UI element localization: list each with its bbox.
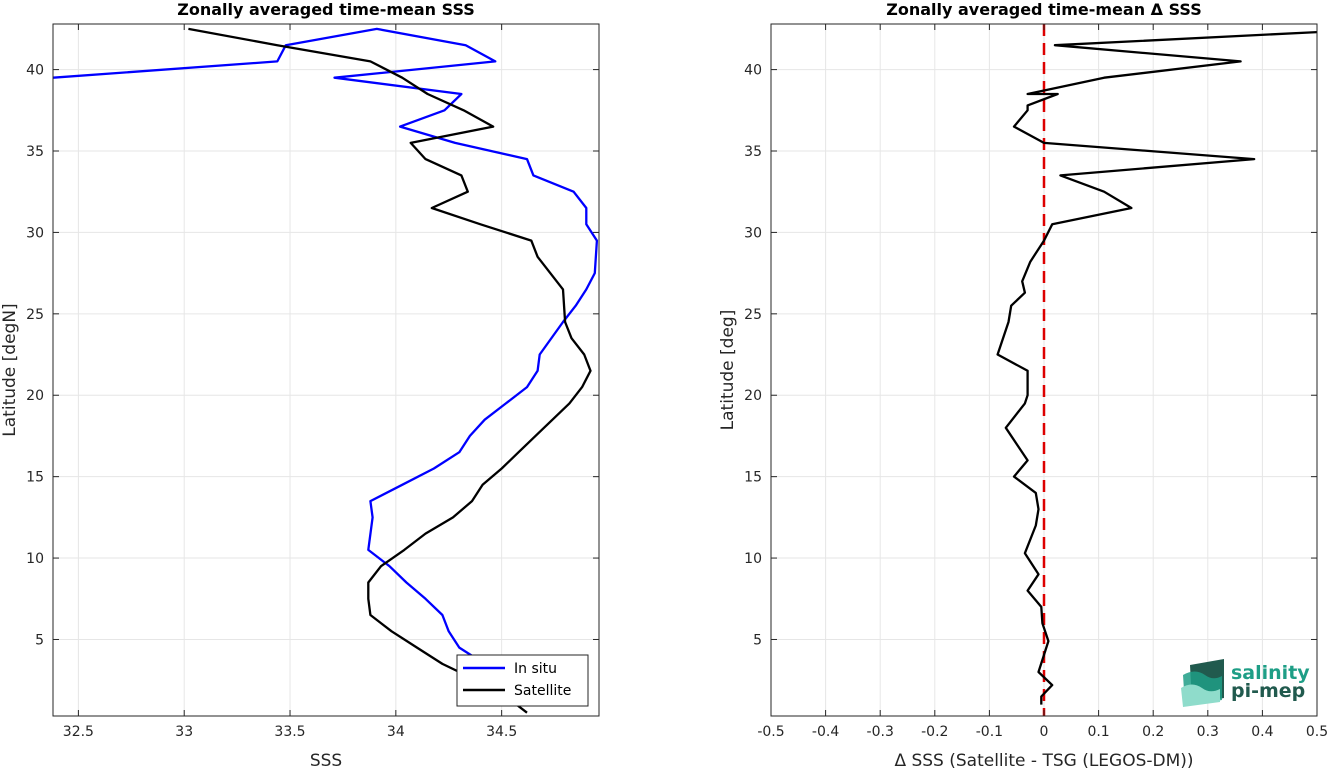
delta-x-tick-label: 0.5 xyxy=(1306,724,1328,740)
sss-y-tick-label: 35 xyxy=(26,144,44,160)
sss-x-tick-label: 32.5 xyxy=(63,724,94,740)
delta-x-tick-label: 0.3 xyxy=(1197,724,1219,740)
sss-chart-title: Zonally averaged time-mean SSS xyxy=(177,0,475,19)
delta-y-tick-label: 30 xyxy=(744,225,762,241)
sss-series-line-satellite xyxy=(188,27,592,714)
delta-x-tick-label: -0.3 xyxy=(867,724,894,740)
sss-y-tick-label: 40 xyxy=(26,63,44,79)
delta-x-tick-label: -0.4 xyxy=(812,724,839,740)
sss-axes-box xyxy=(52,23,600,717)
sss-y-axis-label: Latitude [degN] xyxy=(0,303,20,436)
sss-panel: 32.5 33 33.5 34 34.5 5 10 15 20 25 30 35 40 Zonally … xyxy=(0,0,600,769)
delta-series-line-delta-sss xyxy=(996,30,1317,705)
logo-text-salinity: salinity xyxy=(1231,662,1310,684)
delta-y-tick-label: 35 xyxy=(744,144,762,160)
sss-y-tick-label: 30 xyxy=(26,225,44,241)
delta-x-tick-label: 0 xyxy=(1040,724,1049,740)
sss-x-tick-label: 34 xyxy=(387,724,405,740)
sss-legend: In situ Satellite xyxy=(456,654,589,707)
delta-y-axis-label: Latitude [deg] xyxy=(718,310,738,431)
sss-x-tick-label: 34.5 xyxy=(486,724,517,740)
salinity-pi-mep-logo: salinity pi-mep xyxy=(1181,659,1310,707)
delta-y-tick-label: 20 xyxy=(744,388,762,404)
sss-x-axis-label: SSS xyxy=(310,751,342,769)
delta-y-tick-label: 40 xyxy=(744,63,762,79)
delta-x-tick-label: -0.1 xyxy=(976,724,1003,740)
delta-sss-panel: -0.5 -0.4 -0.3 -0.2 -0.1 0 0.1 0.2 0.3 0.4 0.5 5 10 1… xyxy=(718,0,1328,769)
delta-x-tick-label: -0.5 xyxy=(757,724,784,740)
logo-waves-icon xyxy=(1181,659,1224,707)
sss-grid xyxy=(53,24,599,716)
sss-ticks: 32.5 33 33.5 34 34.5 5 10 15 20 25 30 35 40 xyxy=(26,24,599,740)
sss-y-tick-label: 20 xyxy=(26,388,44,404)
sss-y-tick-label: 25 xyxy=(26,307,44,323)
sss-y-tick-label: 10 xyxy=(26,551,44,567)
sss-series-group xyxy=(53,27,599,714)
logo-text-pi-mep: pi-mep xyxy=(1231,680,1305,702)
sss-x-tick-label: 33 xyxy=(175,724,193,740)
delta-y-tick-label: 25 xyxy=(744,307,762,323)
logo-wave-front xyxy=(1181,684,1220,707)
delta-y-tick-label: 15 xyxy=(744,470,762,486)
sss-y-tick-label: 15 xyxy=(26,470,44,486)
delta-y-tick-label: 5 xyxy=(753,632,762,648)
delta-y-tick-label: 10 xyxy=(744,551,762,567)
delta-x-tick-label: 0.4 xyxy=(1251,724,1273,740)
delta-x-axis-label: Δ SSS (Satellite - TSG (LEGOS-DM)) xyxy=(894,751,1193,769)
legend-label-satellite: Satellite xyxy=(514,683,571,699)
delta-chart-title: Zonally averaged time-mean Δ SSS xyxy=(886,0,1202,19)
legend-label-in-situ: In situ xyxy=(514,661,557,677)
delta-series-group xyxy=(996,24,1317,716)
delta-x-tick-label: 0.1 xyxy=(1087,724,1109,740)
delta-x-tick-label: 0.2 xyxy=(1142,724,1164,740)
sss-x-tick-label: 33.5 xyxy=(274,724,305,740)
legend-box xyxy=(456,654,589,707)
sss-plot-area xyxy=(53,24,599,716)
delta-ticks: -0.5 -0.4 -0.3 -0.2 -0.1 0 0.1 0.2 0.3 0.4 0.5 5 10 1… xyxy=(744,24,1328,740)
delta-x-tick-label: -0.2 xyxy=(921,724,948,740)
sss-y-tick-label: 5 xyxy=(35,632,44,648)
